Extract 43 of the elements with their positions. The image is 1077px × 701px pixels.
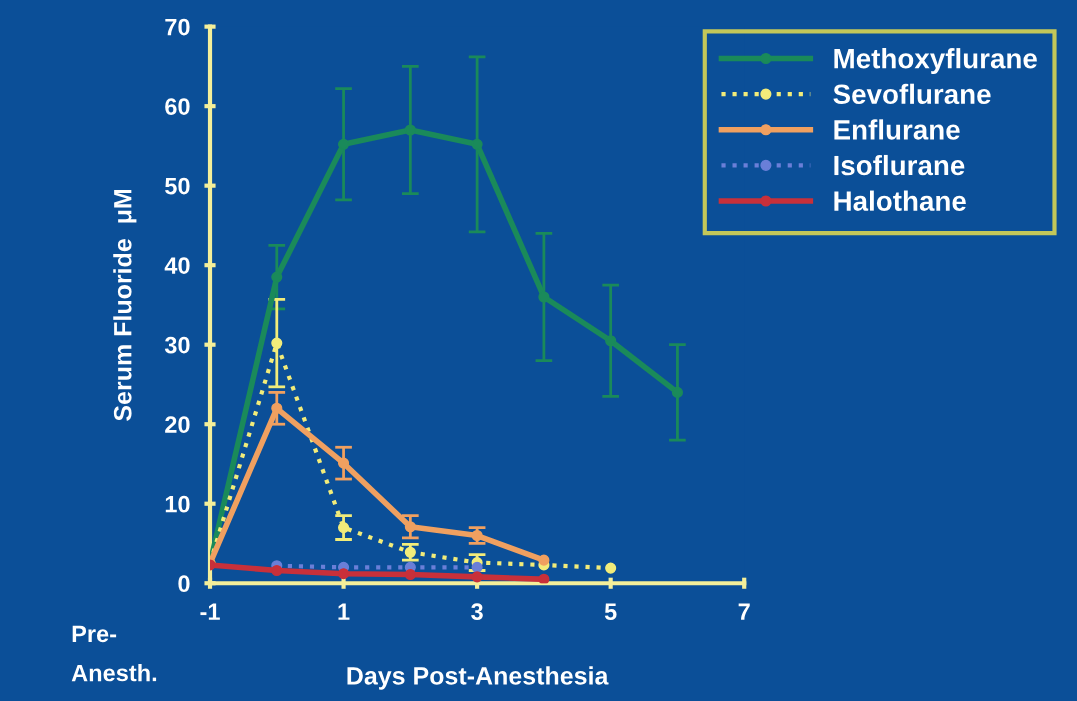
x-tick-label: 7	[738, 603, 750, 620]
point	[338, 138, 350, 150]
point	[271, 337, 283, 349]
y-tick-label: 40	[164, 257, 190, 274]
point	[338, 522, 350, 534]
point	[538, 554, 550, 566]
x-tick-label: 1	[338, 603, 350, 620]
point	[271, 564, 283, 577]
x-tick-label: -1	[200, 603, 220, 620]
legend-label: Methoxyflurane	[834, 48, 1037, 74]
y-tick-label: 50	[165, 177, 190, 195]
x-tick-label: 5	[604, 603, 617, 621]
legend-label: Sevoflurane	[833, 83, 991, 105]
text: Pre- Anesth.	[71, 625, 157, 682]
x-axis-title: Days Post-Anesthesia	[347, 666, 609, 690]
x-tick-label: 3	[471, 603, 483, 621]
point	[271, 271, 283, 283]
y-tick-label: 70	[165, 18, 190, 36]
point	[404, 546, 416, 558]
point	[338, 568, 350, 580]
point	[538, 291, 550, 303]
y-axis-title: Serum Fluoride μM	[113, 189, 137, 421]
point	[471, 529, 483, 542]
y-tick-label: 60	[165, 98, 190, 115]
point	[671, 386, 683, 398]
y-tick-label: 30	[164, 336, 190, 354]
legend-label: Halothane	[834, 190, 966, 211]
point	[404, 124, 416, 136]
y-tick-label: 20	[165, 416, 190, 433]
legend-label: Enflurane	[834, 119, 960, 140]
y-tick-label: 10	[165, 495, 190, 513]
point	[404, 521, 416, 533]
point	[605, 335, 617, 347]
point	[471, 561, 483, 573]
point	[404, 568, 416, 581]
point	[271, 402, 283, 414]
point	[471, 571, 483, 583]
legend-label: Isoflurane	[834, 154, 965, 176]
point	[338, 457, 350, 469]
y-tick-label: 0	[178, 575, 190, 593]
point	[605, 562, 617, 574]
point	[471, 138, 483, 150]
point	[538, 573, 550, 584]
